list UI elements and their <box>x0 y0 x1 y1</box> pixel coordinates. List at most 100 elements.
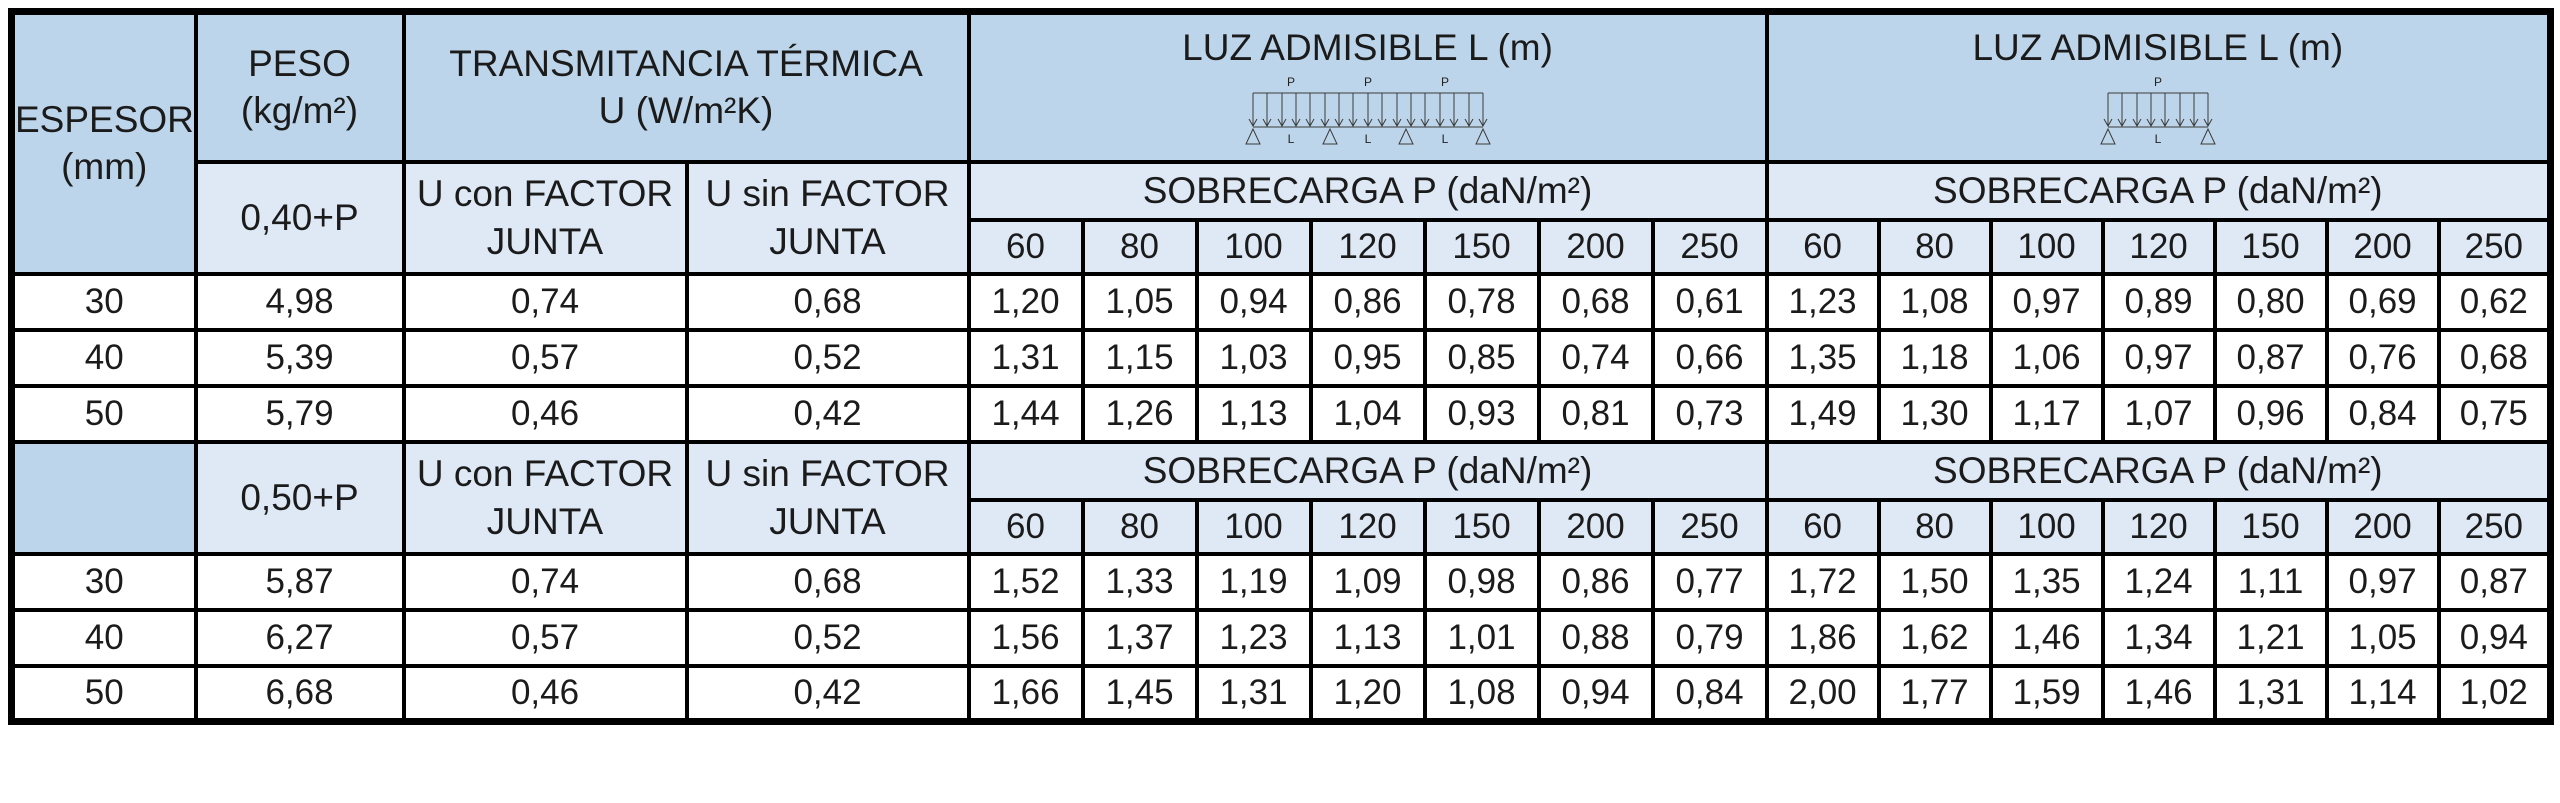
u-con-line2: JUNTA <box>486 220 604 262</box>
table-row: 60 80 100 120 150 200 250 60 80 100 120 … <box>12 497 2553 556</box>
luz-single-value: 0,68 <box>2436 327 2553 388</box>
u-con-value: 0,74 <box>401 271 689 332</box>
table-row: 0,40+P U con FACTOR JUNTA U sin FACTOR J… <box>12 159 2553 276</box>
u-sin-line2: JUNTA <box>769 500 886 542</box>
luz-single-value: 1,77 <box>1876 663 1993 724</box>
espesor-value: 30 <box>9 271 198 332</box>
multi-span-beam-diagram: P P P L L L <box>1244 75 1491 146</box>
luz-single-value: 1,72 <box>1764 551 1881 612</box>
load-value-cell: 80 <box>1080 497 1199 556</box>
support-triangles <box>2100 127 2216 145</box>
luz-single-value: 0,97 <box>1988 271 2105 332</box>
luz-multi-value: 0,86 <box>1308 271 1427 332</box>
peso-value: 4,98 <box>193 271 406 332</box>
luz-multi-value: 1,44 <box>966 383 1085 444</box>
luz-single-value: 1,18 <box>1876 327 1993 388</box>
espesor-spacer-cell <box>9 439 198 556</box>
espesor-header: ESPESOR (mm) <box>9 9 198 276</box>
load-value-cell: 150 <box>2212 217 2329 276</box>
luz-admisible-table: ESPESOR (mm) PESO (kg/m²) TRANSMITANCIA … <box>8 8 2555 725</box>
luz-multi-value: 1,03 <box>1194 327 1313 388</box>
luz-multi-value: 0,88 <box>1536 607 1655 668</box>
luz-single-value: 0,87 <box>2436 551 2553 612</box>
luz-multi-value: 0,78 <box>1422 271 1541 332</box>
table-row: 0,50+P U con FACTOR JUNTA U sin FACTOR J… <box>9 439 2553 556</box>
luz-single-value: 1,50 <box>1876 551 1993 612</box>
luz-single-value: 1,34 <box>2100 607 2217 668</box>
load-value-cell: 100 <box>1194 497 1313 556</box>
transmitancia-header-line2: U (W/m²K) <box>598 90 774 132</box>
luz-multi-value: 1,05 <box>1080 271 1199 332</box>
diagram-span-label: L <box>1441 132 1448 146</box>
luz-multi-value: 1,23 <box>1194 607 1313 668</box>
luz-multi-value: 1,09 <box>1308 551 1427 612</box>
u-con-value: 0,74 <box>401 551 689 612</box>
load-value-cell: 100 <box>1194 217 1313 276</box>
luz-multi-value: 1,66 <box>966 663 1085 724</box>
luz-multi-value: 0,93 <box>1422 383 1541 444</box>
load-value-cell: 250 <box>2436 217 2553 276</box>
u-con-line2: JUNTA <box>486 500 604 542</box>
transmitancia-header-line1: TRANSMITANCIA TÉRMICA <box>449 42 923 84</box>
u-con-value: 0,46 <box>401 663 689 724</box>
table-row: 40 5,39 0,57 0,52 1,31 1,15 1,03 0,95 0,… <box>9 327 2553 388</box>
u-sin-value: 0,68 <box>684 551 971 612</box>
transmitancia-header: TRANSMITANCIA TÉRMICA U (W/m²K) <box>401 9 971 164</box>
load-value-cell: 60 <box>966 217 1085 276</box>
load-value-cell: 200 <box>2324 497 2441 556</box>
load-arrows <box>1248 92 1487 127</box>
espesor-value: 50 <box>9 663 198 724</box>
load-value-cell: 80 <box>1876 217 1993 276</box>
luz-single-value: 1,49 <box>1764 383 1881 444</box>
luz-admisible-multi-title: LUZ ADMISIBLE L (m) <box>1182 26 1553 68</box>
luz-multi-value: 1,56 <box>966 607 1085 668</box>
peso-value: 6,27 <box>193 607 406 668</box>
luz-multi-value: 0,95 <box>1308 327 1427 388</box>
peso-formula-cell: 0,40+P <box>193 159 406 276</box>
load-value-cell: 100 <box>1988 497 2105 556</box>
luz-single-value: 1,30 <box>1876 383 1993 444</box>
u-con-line1: U con FACTOR <box>416 173 674 215</box>
luz-multi-value: 1,45 <box>1080 663 1199 724</box>
luz-single-value: 1,23 <box>1764 271 1881 332</box>
sobrecarga-header-single: SOBRECARGA P (daN/m²) <box>1764 439 2553 502</box>
peso-value: 5,79 <box>193 383 406 444</box>
luz-multi-value: 1,13 <box>1308 607 1427 668</box>
u-con-value: 0,57 <box>401 327 689 388</box>
luz-multi-value: 0,98 <box>1422 551 1541 612</box>
diagram-load-label: P <box>1441 75 1449 89</box>
load-value-cell: 150 <box>2212 497 2329 556</box>
u-sin-factor-junta-header: U sin FACTOR JUNTA <box>684 439 971 556</box>
table-row: 50 6,68 0,46 0,42 1,66 1,45 1,31 1,20 1,… <box>9 663 2553 724</box>
luz-single-value: 0,97 <box>2324 551 2441 612</box>
load-value-cell: 200 <box>2324 217 2441 276</box>
diagram-load-label: P <box>1364 75 1372 89</box>
luz-single-value: 0,97 <box>2100 327 2217 388</box>
table-row: 30 4,98 0,74 0,68 1,20 1,05 0,94 0,86 0,… <box>9 271 2553 332</box>
luz-single-value: 1,02 <box>2436 663 2553 724</box>
luz-multi-value: 1,26 <box>1080 383 1199 444</box>
load-value-cell: 120 <box>2100 497 2217 556</box>
luz-single-value: 1,35 <box>1988 551 2105 612</box>
luz-multi-value: 1,19 <box>1194 551 1313 612</box>
table-row: ESPESOR (mm) PESO (kg/m²) TRANSMITANCIA … <box>9 9 2553 276</box>
peso-header-line2: (kg/m²) <box>240 90 359 132</box>
peso-header: PESO (kg/m²) <box>193 9 406 164</box>
peso-value: 5,39 <box>193 327 406 388</box>
u-con-line1: U con FACTOR <box>416 453 674 495</box>
load-value-cell: 60 <box>1764 497 1881 556</box>
luz-multi-value: 0,68 <box>1536 271 1655 332</box>
load-value-cell: 60 <box>966 497 1085 556</box>
u-con-factor-junta-header: U con FACTOR JUNTA <box>401 159 689 276</box>
u-sin-value: 0,68 <box>684 271 971 332</box>
load-value-cell: 80 <box>1080 217 1199 276</box>
peso-value: 6,68 <box>193 663 406 724</box>
u-sin-value: 0,52 <box>684 607 971 668</box>
luz-single-value: 0,89 <box>2100 271 2217 332</box>
luz-single-value: 1,24 <box>2100 551 2217 612</box>
diagram-load-label: P <box>2154 75 2162 89</box>
luz-multi-value: 0,85 <box>1422 327 1541 388</box>
load-value-cell: 200 <box>1536 217 1655 276</box>
u-con-value: 0,57 <box>401 607 689 668</box>
luz-multi-value: 0,79 <box>1650 607 1769 668</box>
